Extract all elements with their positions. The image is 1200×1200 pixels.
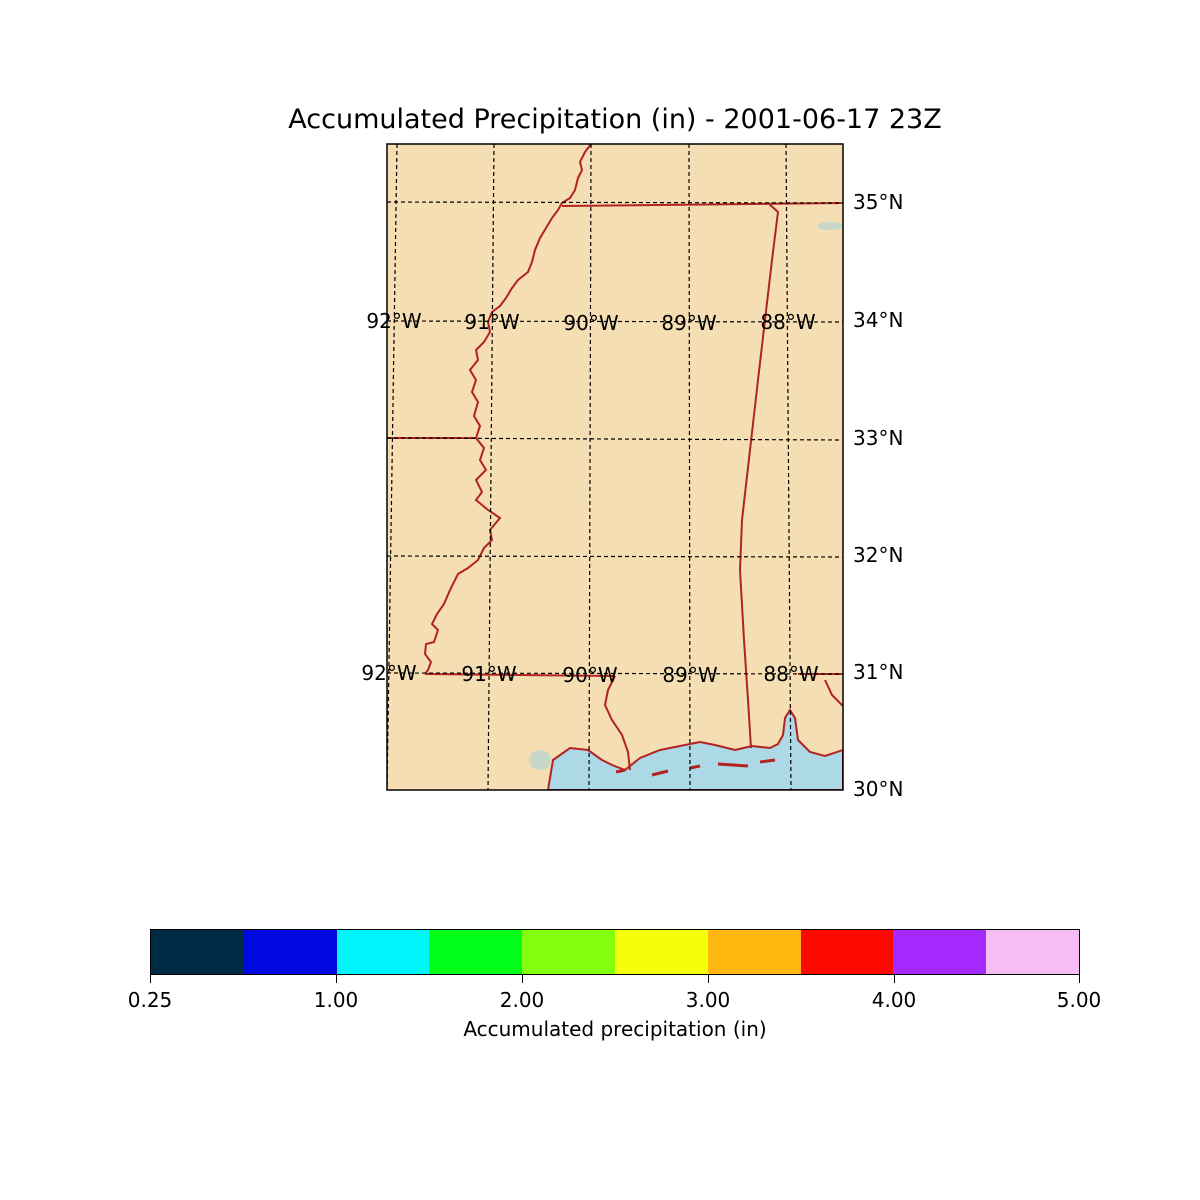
colorbar-label: Accumulated precipitation (in) [463, 1017, 767, 1041]
colorbar-segment-7 [800, 930, 894, 974]
pearl-river-border [603, 675, 631, 771]
colorbar-tick [336, 975, 337, 983]
precipitation-map [386, 143, 844, 791]
colorbar-tick [522, 975, 523, 983]
lon-label-upper-91w: 91°W [464, 310, 520, 334]
tn-ms-border [561, 202, 843, 207]
ms-al-border [738, 202, 780, 749]
parallel-33n [387, 437, 843, 441]
colorbar-segment-0 [151, 930, 244, 974]
colorbar-segment-8 [893, 930, 987, 974]
meridian-89w [688, 144, 691, 790]
lat-label-33n: 33°N [853, 426, 904, 450]
parallel-34n [387, 320, 843, 323]
lon-label-upper-90w: 90°W [563, 311, 619, 335]
meridian-90w [588, 144, 592, 790]
lon-label-upper-89w: 89°W [661, 311, 717, 335]
lon-label-upper-92w: 92°W [366, 309, 422, 333]
map-frame [386, 143, 844, 791]
lon-label-lower-90w: 90°W [562, 663, 618, 687]
lat-label-30n: 30°N [853, 777, 904, 801]
lon-label-lower-89w: 89°W [662, 663, 718, 687]
meridian-92w [387, 144, 398, 790]
barrier-islands [615, 758, 776, 777]
lat-label-34n: 34°N [853, 308, 904, 332]
colorbar-segment-5 [614, 930, 708, 974]
colorbar-tick [894, 975, 895, 983]
land-area [387, 144, 843, 790]
lat-label-32n: 32°N [853, 543, 904, 567]
lat-label-35n: 35°N [853, 190, 904, 214]
colorbar-segment-9 [986, 930, 1079, 974]
mississippi-river-border [423, 144, 592, 675]
colorbar-tick [150, 975, 151, 983]
colorbar-tick [1079, 975, 1080, 983]
lon-label-lower-88w: 88°W [763, 662, 819, 686]
colorbar-segment-2 [336, 930, 430, 974]
colorbar-tick-label: 2.00 [499, 988, 545, 1012]
reservoir-ne [817, 222, 843, 230]
meridian-91w [487, 144, 495, 790]
map-title: Accumulated Precipitation (in) - 2001-06… [288, 104, 942, 135]
meridian-88w [785, 144, 792, 790]
parallel-35n [387, 201, 843, 204]
colorbar-tick [708, 975, 709, 983]
colorbar-tick-label: 0.25 [127, 988, 173, 1012]
lon-label-lower-92w: 92°W [361, 661, 417, 685]
colorbar-tick-label: 4.00 [871, 988, 917, 1012]
la-ms-31n-border [424, 673, 616, 677]
colorbar-tick-label: 5.00 [1056, 988, 1102, 1012]
colorbar-segment-6 [707, 930, 801, 974]
colorbar-segment-3 [429, 930, 523, 974]
colorbar-segment-1 [243, 930, 337, 974]
lon-label-lower-91w: 91°W [461, 662, 517, 686]
lake-pontchartrain-area [529, 750, 551, 770]
lon-label-upper-88w: 88°W [760, 310, 816, 334]
colorbar [150, 929, 1080, 975]
colorbar-segment-4 [522, 930, 615, 974]
fl-coast [824, 679, 843, 707]
colorbar-tick-label: 1.00 [313, 988, 359, 1012]
parallel-31n [387, 672, 843, 675]
graticule [387, 144, 843, 790]
lat-label-31n: 31°N [853, 660, 904, 684]
colorbar-tick-label: 3.00 [685, 988, 731, 1012]
parallel-32n [387, 555, 843, 558]
